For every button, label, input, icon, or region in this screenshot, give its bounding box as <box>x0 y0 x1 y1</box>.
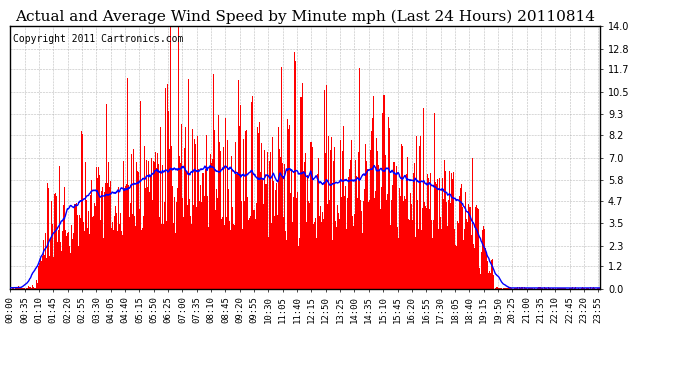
Title: Actual and Average Wind Speed by Minute mph (Last 24 Hours) 20110814: Actual and Average Wind Speed by Minute … <box>15 9 595 24</box>
Text: Copyright 2011 Cartronics.com: Copyright 2011 Cartronics.com <box>13 34 184 44</box>
